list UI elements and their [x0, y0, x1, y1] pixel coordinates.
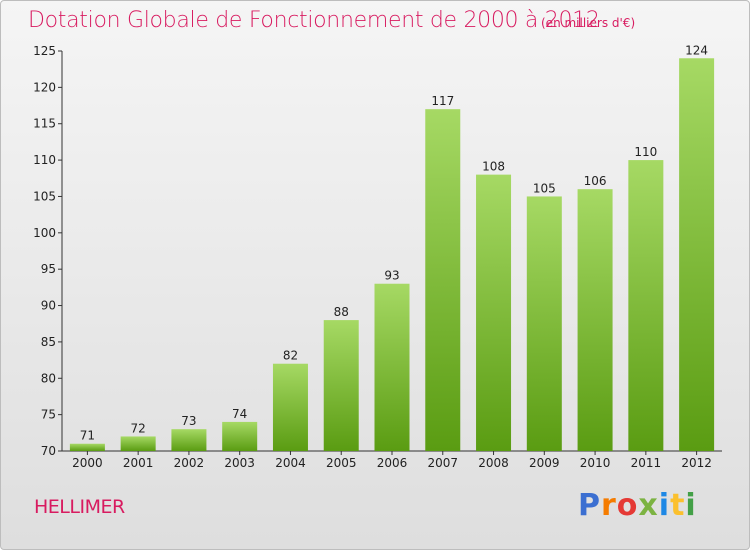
x-tick-label: 2003: [224, 456, 255, 470]
bar: [69, 443, 105, 451]
x-tick-label: 2000: [72, 456, 103, 470]
x-tick-label: 2006: [377, 456, 408, 470]
bar: [476, 174, 512, 452]
bar: [323, 320, 359, 451]
data-label: 106: [584, 174, 607, 188]
y-tick-label: 100: [33, 226, 56, 240]
bar: [374, 283, 410, 451]
chart-title: Dotation Globale de Fonctionnement de 20…: [28, 8, 600, 33]
y-tick-label: 110: [33, 153, 56, 167]
data-label: 108: [482, 160, 505, 174]
x-tick-label: 2009: [529, 456, 560, 470]
y-tick-label: 85: [41, 335, 56, 349]
bar: [272, 363, 308, 451]
logo-letter: P: [578, 488, 601, 523]
y-tick-label: 80: [41, 371, 56, 385]
chart-subtitle: (en milliers d'€): [541, 16, 636, 30]
y-tick-label: 90: [41, 299, 56, 313]
logo-letter: i: [658, 488, 671, 523]
bar: [628, 160, 664, 451]
data-label: 71: [80, 429, 95, 443]
data-label: 93: [384, 269, 399, 283]
data-label: 73: [181, 414, 196, 428]
data-label: 124: [685, 43, 708, 57]
y-tick-label: 115: [33, 117, 56, 131]
y-tick-label: 70: [41, 444, 56, 458]
x-tick-label: 2004: [275, 456, 306, 470]
x-tick-label: 2001: [123, 456, 154, 470]
bar: [120, 436, 156, 451]
data-label: 117: [431, 94, 454, 108]
y-tick-label: 105: [33, 189, 56, 203]
logo-letter: r: [601, 488, 617, 523]
logo-letter: x: [638, 488, 659, 523]
data-label: 88: [334, 305, 349, 319]
logo-letter: i: [685, 488, 697, 523]
x-tick-label: 2007: [427, 456, 458, 470]
data-label: 74: [232, 407, 247, 421]
logo-letter: o: [616, 488, 639, 523]
logo-letter: t: [670, 488, 686, 523]
data-label: 105: [533, 181, 556, 195]
y-tick-label: 95: [41, 262, 56, 276]
bar: [577, 189, 613, 451]
bar: [679, 58, 715, 451]
x-tick-label: 2008: [478, 456, 509, 470]
x-tick-label: 2011: [631, 456, 662, 470]
data-label: 82: [283, 349, 298, 363]
x-tick-label: 2002: [174, 456, 205, 470]
commune-name: HELLIMER: [34, 496, 125, 518]
bar: [526, 196, 562, 451]
proxiti-logo: Proxiti: [578, 488, 697, 523]
x-tick-label: 2010: [580, 456, 611, 470]
data-label: 110: [634, 145, 657, 159]
y-tick-label: 125: [33, 44, 56, 58]
x-tick-label: 2012: [681, 456, 712, 470]
bar: [222, 421, 258, 451]
bar: [171, 429, 207, 451]
y-tick-label: 120: [33, 80, 56, 94]
y-tick-label: 75: [41, 408, 56, 422]
bar: [425, 109, 461, 451]
data-label: 72: [131, 421, 146, 435]
x-tick-label: 2005: [326, 456, 357, 470]
